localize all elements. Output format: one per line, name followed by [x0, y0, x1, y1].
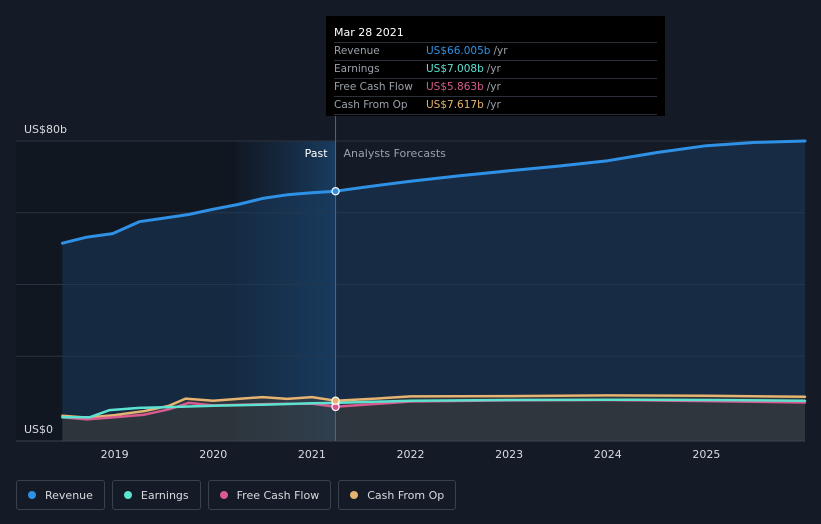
tooltip-row-revenue: Revenue US$66.005b /yr: [334, 42, 657, 60]
tooltip-unit: /yr: [493, 45, 508, 57]
legend-item-earnings[interactable]: Earnings: [111, 480, 201, 510]
tooltip-value: US$7.617b: [426, 99, 484, 111]
legend-item-free-cash-flow[interactable]: Free Cash Flow: [207, 480, 332, 510]
tooltip-value: US$5.863b: [426, 81, 484, 93]
legend-dot-icon: [123, 491, 132, 499]
series-line-cash-from-op: [61, 394, 807, 419]
tooltip-row-free-cash-flow: Free Cash Flow US$5.863b /yr: [334, 78, 657, 96]
tooltip-label: Cash From Op: [334, 99, 408, 111]
series-line-earnings: [61, 398, 807, 419]
marker-revenue: [331, 187, 340, 196]
revenue-area: [62, 141, 805, 441]
tooltip-unit: /yr: [486, 99, 501, 111]
cash-from-op-area: [62, 395, 805, 441]
legend-label: Revenue: [45, 488, 93, 502]
tooltip-label: Free Cash Flow: [334, 81, 413, 93]
tooltip-row-cash-from-op: Cash From Op US$7.617b /yr: [334, 96, 657, 115]
tooltip: Mar 28 2021 Revenue US$66.005b /yr Earni…: [326, 16, 665, 116]
marker-cash-from-op: [331, 396, 340, 405]
tooltip-row-earnings: Earnings US$7.008b /yr: [334, 60, 657, 78]
tooltip-value: US$7.008b: [426, 63, 484, 75]
x-tick-label: 2022: [397, 448, 425, 461]
legend-item-cash-from-op[interactable]: Cash From Op: [338, 480, 457, 510]
legend-dot-icon: [219, 491, 228, 499]
series-line-revenue: [60, 139, 807, 245]
legend-item-revenue[interactable]: Revenue: [16, 480, 105, 510]
region-label-forecast: Analysts Forecasts: [344, 147, 447, 160]
tooltip-label: Earnings: [334, 63, 380, 75]
legend-label: Free Cash Flow: [236, 488, 320, 502]
x-tick-label: 2024: [594, 448, 622, 461]
legend-label: Cash From Op: [367, 488, 445, 502]
tooltip-value: US$66.005b: [426, 45, 491, 57]
tooltip-label: Revenue: [334, 45, 380, 57]
chart-legend: Revenue Earnings Free Cash Flow Cash Fro…: [16, 480, 457, 510]
x-tick-label: 2019: [101, 448, 129, 461]
x-tick-label: 2020: [199, 448, 227, 461]
x-tick-label: 2021: [298, 448, 326, 461]
y-tick-label: US$0: [24, 423, 53, 436]
tooltip-date: Mar 28 2021: [334, 26, 404, 39]
tooltip-unit: /yr: [486, 81, 501, 93]
region-label-past: Past: [305, 147, 329, 160]
x-tick-label: 2023: [495, 448, 523, 461]
y-tick-label: US$80b: [24, 123, 67, 136]
legend-dot-icon: [28, 491, 36, 499]
legend-dot-icon: [350, 491, 359, 499]
x-tick-label: 2025: [692, 448, 720, 461]
legend-label: Earnings: [140, 488, 189, 502]
tooltip-unit: /yr: [486, 63, 501, 75]
